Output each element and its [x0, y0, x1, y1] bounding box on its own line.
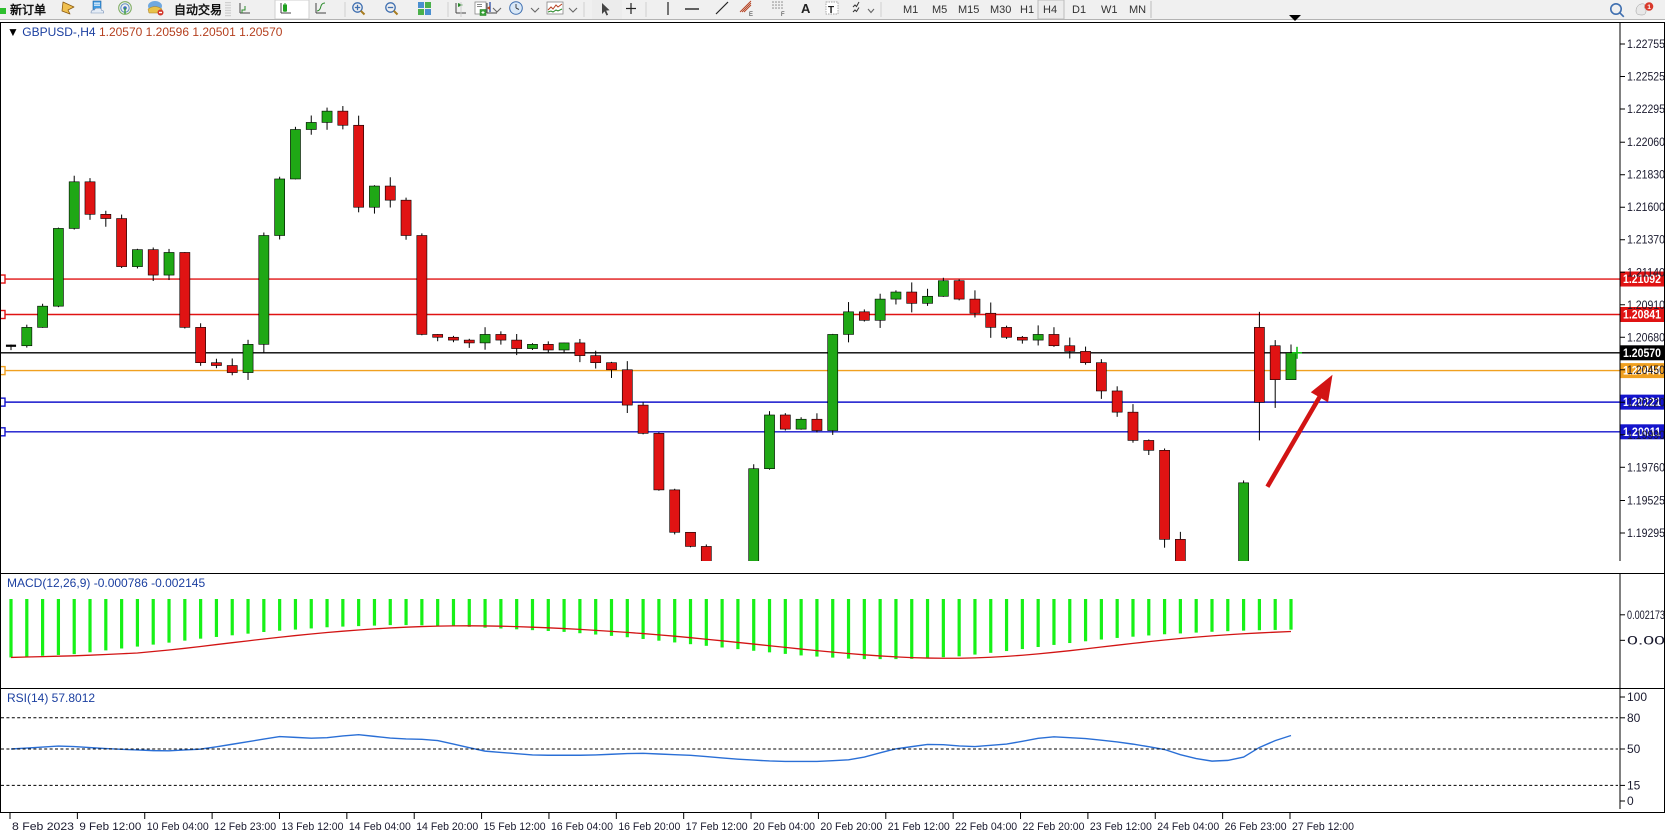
svg-text:1: 1 — [1647, 4, 1651, 11]
svg-text:新订单: 新订单 — [10, 2, 46, 17]
svg-text:1.19295: 1.19295 — [1627, 526, 1665, 540]
svg-text:1.19990: 1.19990 — [1627, 428, 1665, 442]
svg-text:1.20450: 1.20450 — [1627, 363, 1665, 377]
svg-text:14 Feb 04:00: 14 Feb 04:00 — [349, 821, 411, 833]
svg-text:15 Feb 12:00: 15 Feb 12:00 — [484, 821, 546, 833]
svg-text:23 Feb 12:00: 23 Feb 12:00 — [1090, 821, 1152, 833]
svg-text:自动交易: 自动交易 — [174, 2, 222, 17]
svg-text:1.19760: 1.19760 — [1627, 460, 1665, 474]
svg-text:22 Feb 04:00: 22 Feb 04:00 — [955, 821, 1017, 833]
svg-text:T: T — [828, 5, 834, 16]
svg-text:F: F — [781, 12, 785, 18]
svg-text:0.002173: 0.002173 — [1627, 608, 1665, 622]
svg-text:24 Feb 04:00: 24 Feb 04:00 — [1157, 821, 1219, 833]
svg-text:A: A — [801, 1, 811, 16]
svg-text:10 Feb 04:00: 10 Feb 04:00 — [147, 821, 209, 833]
svg-text:1.20910: 1.20910 — [1627, 298, 1665, 312]
svg-text:1.21140: 1.21140 — [1627, 265, 1665, 279]
svg-text:M5: M5 — [932, 4, 947, 16]
svg-text:1.22755: 1.22755 — [1627, 37, 1665, 51]
svg-text:1.22295: 1.22295 — [1627, 102, 1665, 116]
svg-text:22 Feb 20:00: 22 Feb 20:00 — [1023, 821, 1085, 833]
svg-text:17 Feb 12:00: 17 Feb 12:00 — [686, 821, 748, 833]
svg-text:50: 50 — [1627, 742, 1641, 756]
svg-text:8 Feb 2023: 8 Feb 2023 — [12, 821, 74, 833]
svg-text:16 Feb 20:00: 16 Feb 20:00 — [618, 821, 680, 833]
svg-text:14 Feb 20:00: 14 Feb 20:00 — [416, 821, 478, 833]
svg-text:20 Feb 04:00: 20 Feb 04:00 — [753, 821, 815, 833]
svg-text:E: E — [749, 12, 753, 18]
svg-text:9 Feb 12:00: 9 Feb 12:00 — [79, 821, 141, 833]
svg-text:21 Feb 12:00: 21 Feb 12:00 — [888, 821, 950, 833]
svg-text:1.21830: 1.21830 — [1627, 168, 1665, 182]
svg-text:100: 100 — [1627, 690, 1647, 704]
svg-text:D1: D1 — [1072, 4, 1086, 16]
svg-text:1.19525: 1.19525 — [1627, 493, 1665, 507]
svg-text:20 Feb 20:00: 20 Feb 20:00 — [820, 821, 882, 833]
svg-text:15: 15 — [1627, 778, 1641, 792]
svg-text:27 Feb 12:00: 27 Feb 12:00 — [1292, 821, 1354, 833]
svg-text:1.22525: 1.22525 — [1627, 70, 1665, 84]
svg-text:13 Feb 12:00: 13 Feb 12:00 — [281, 821, 343, 833]
svg-text:1.21370: 1.21370 — [1627, 233, 1665, 247]
svg-text:W1: W1 — [1101, 4, 1118, 16]
svg-text:0: 0 — [1627, 794, 1634, 808]
svg-text:12 Feb 23:00: 12 Feb 23:00 — [214, 821, 276, 833]
svg-text:16 Feb 04:00: 16 Feb 04:00 — [551, 821, 613, 833]
svg-text:26 Feb 23:00: 26 Feb 23:00 — [1225, 821, 1287, 833]
svg-text:M1: M1 — [903, 4, 918, 16]
svg-text:H1: H1 — [1020, 4, 1034, 16]
svg-text:0.00: 0.00 — [1627, 633, 1665, 647]
svg-text:1.20570: 1.20570 — [1623, 346, 1661, 360]
svg-text:1.21600: 1.21600 — [1627, 200, 1665, 214]
svg-text:1.20220: 1.20220 — [1627, 395, 1665, 409]
svg-text:MN: MN — [1129, 4, 1146, 16]
svg-text:1.20680: 1.20680 — [1627, 330, 1665, 344]
svg-text:80: 80 — [1627, 711, 1641, 725]
svg-text:M15: M15 — [958, 4, 979, 16]
svg-text:1.22060: 1.22060 — [1627, 135, 1665, 149]
svg-text:M30: M30 — [990, 4, 1011, 16]
svg-text:H4: H4 — [1043, 4, 1057, 16]
